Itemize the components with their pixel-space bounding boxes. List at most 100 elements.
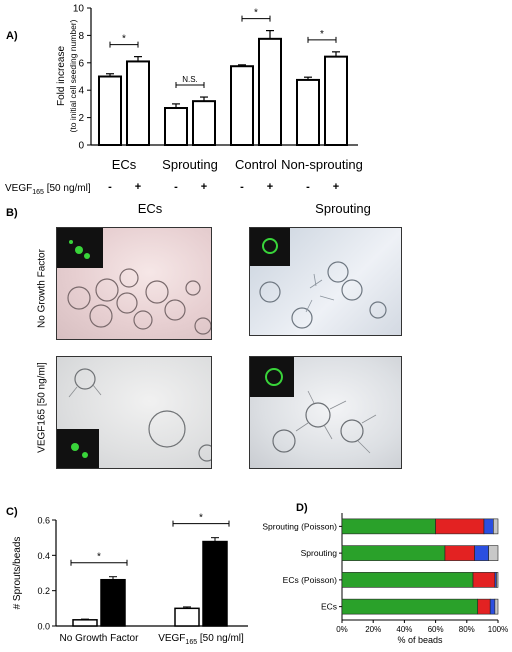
bar-segment bbox=[493, 518, 499, 535]
x-tick-label: 60% bbox=[428, 625, 444, 634]
bar-segment bbox=[494, 572, 497, 588]
bar bbox=[164, 107, 188, 147]
bar bbox=[72, 619, 98, 627]
inset-cell bbox=[262, 238, 278, 254]
inset-cell bbox=[82, 452, 88, 458]
y-tick-label: 4 bbox=[78, 86, 84, 97]
significance-label: * bbox=[254, 8, 258, 19]
sign-label: + bbox=[333, 181, 339, 193]
y-tick-label: 6 bbox=[78, 58, 84, 69]
y-tick-label: 10 bbox=[73, 4, 85, 15]
micrograph-sprouting-no-gf-art bbox=[250, 228, 387, 329]
bar-segment bbox=[472, 572, 496, 588]
inset-cell bbox=[69, 240, 73, 244]
bar bbox=[202, 540, 228, 627]
sign-label: + bbox=[201, 181, 207, 193]
sprouts bbox=[305, 273, 335, 313]
panel-label-d: D) bbox=[296, 502, 308, 514]
sign-label: - bbox=[108, 181, 112, 193]
inset-cell bbox=[71, 443, 79, 451]
bar-segment bbox=[477, 598, 491, 615]
y-tick-label: 0.6 bbox=[37, 516, 50, 526]
col-title-ecs: ECs bbox=[137, 201, 163, 216]
bar-segment bbox=[341, 598, 479, 615]
bar-segment bbox=[488, 545, 499, 561]
bar-segment bbox=[489, 598, 496, 615]
x-tick-label: 80% bbox=[459, 625, 475, 634]
bar bbox=[98, 75, 122, 146]
sprouts bbox=[68, 384, 102, 398]
x-axis-label: % of beads bbox=[397, 635, 443, 645]
bar-segment bbox=[474, 545, 489, 561]
y-tick-label: 2 bbox=[78, 113, 84, 124]
group-label: ECs bbox=[112, 157, 137, 172]
y-axis-label: Fold increase bbox=[56, 46, 67, 106]
inset-fluorescence bbox=[250, 357, 294, 397]
y-tick-label: 0 bbox=[78, 141, 84, 152]
beads bbox=[67, 268, 211, 335]
group-label: Non-sprouting bbox=[281, 157, 363, 172]
x-tick-label: 100% bbox=[488, 625, 508, 634]
group-label: VEGF165 [50 ng/ml] bbox=[158, 633, 244, 646]
category-label: Sprouting bbox=[301, 548, 338, 558]
bar bbox=[174, 607, 200, 627]
group-label: No Growth Factor bbox=[60, 633, 140, 644]
bar-segment bbox=[494, 598, 499, 615]
col-title-sprouting: Sprouting bbox=[315, 201, 371, 216]
sign-label: - bbox=[174, 181, 178, 193]
micrograph-sprouting-vegf-art bbox=[250, 357, 377, 454]
significance-label: N.S. bbox=[182, 75, 198, 84]
significance-label: * bbox=[122, 34, 126, 45]
y-tick-label: 8 bbox=[78, 31, 84, 42]
inset-cell bbox=[75, 246, 83, 254]
micrograph-ecs-no-gf-art bbox=[57, 228, 211, 335]
row-label-no-gf: No Growth Factor bbox=[36, 249, 48, 328]
bar-segment bbox=[341, 572, 474, 588]
bar-segment bbox=[435, 518, 485, 535]
x-tick-label: 0% bbox=[336, 625, 348, 634]
significance-label: * bbox=[97, 552, 101, 563]
significance-label: * bbox=[199, 513, 203, 524]
inset-cell bbox=[84, 253, 90, 259]
y-tick-label: 0.2 bbox=[37, 586, 50, 596]
inset-cell bbox=[265, 368, 283, 386]
micrograph-sprouting-no-gf bbox=[249, 227, 402, 336]
category-label: ECs bbox=[321, 602, 337, 612]
bar bbox=[192, 100, 216, 147]
bar-segment bbox=[444, 545, 475, 561]
inset-fluorescence bbox=[250, 228, 290, 266]
y-axis-label: # Sprouts/beads bbox=[12, 537, 23, 610]
y-tick-label: 0.4 bbox=[37, 551, 50, 561]
y-axis-label-sub: (to initial cell seeding number) bbox=[68, 19, 78, 132]
micrograph-sprouting-vegf bbox=[249, 356, 402, 469]
micrograph-ecs-no-gf bbox=[56, 227, 212, 340]
y-tick-label: 0.0 bbox=[37, 622, 50, 632]
bar bbox=[258, 37, 282, 147]
x-tick-label: 40% bbox=[396, 625, 412, 634]
micrograph-ecs-vegf bbox=[56, 356, 212, 469]
sign-label: - bbox=[306, 181, 310, 193]
panel-label-b: B) bbox=[6, 207, 18, 219]
sign-label: - bbox=[240, 181, 244, 193]
bar-segment bbox=[483, 518, 494, 535]
x-tick-label: 20% bbox=[365, 625, 381, 634]
significance-label: * bbox=[320, 29, 324, 40]
bar bbox=[296, 78, 320, 146]
beads bbox=[74, 368, 211, 462]
sign-label: + bbox=[135, 181, 141, 193]
group-label: Sprouting bbox=[162, 157, 218, 172]
bar-segment bbox=[496, 572, 499, 588]
category-label: ECs (Poisson) bbox=[283, 575, 337, 585]
bar bbox=[230, 65, 254, 146]
panel-label-c: C) bbox=[6, 506, 18, 518]
micrograph-ecs-vegf-art bbox=[57, 368, 211, 468]
beads bbox=[272, 402, 364, 453]
chart-a: 0 2 4 6 8 10 Fold increase (to initial cell see… bbox=[5, 4, 363, 197]
bar bbox=[324, 55, 348, 146]
bar-segment bbox=[341, 518, 436, 535]
sprouts bbox=[295, 390, 377, 454]
panel-label-a: A) bbox=[6, 30, 18, 42]
condition-label: VEGF165 [50 ng/ml] bbox=[5, 183, 91, 196]
sign-label: + bbox=[267, 181, 273, 193]
row-label-vegf: VEGF165 [50 ng/ml] bbox=[36, 362, 48, 453]
